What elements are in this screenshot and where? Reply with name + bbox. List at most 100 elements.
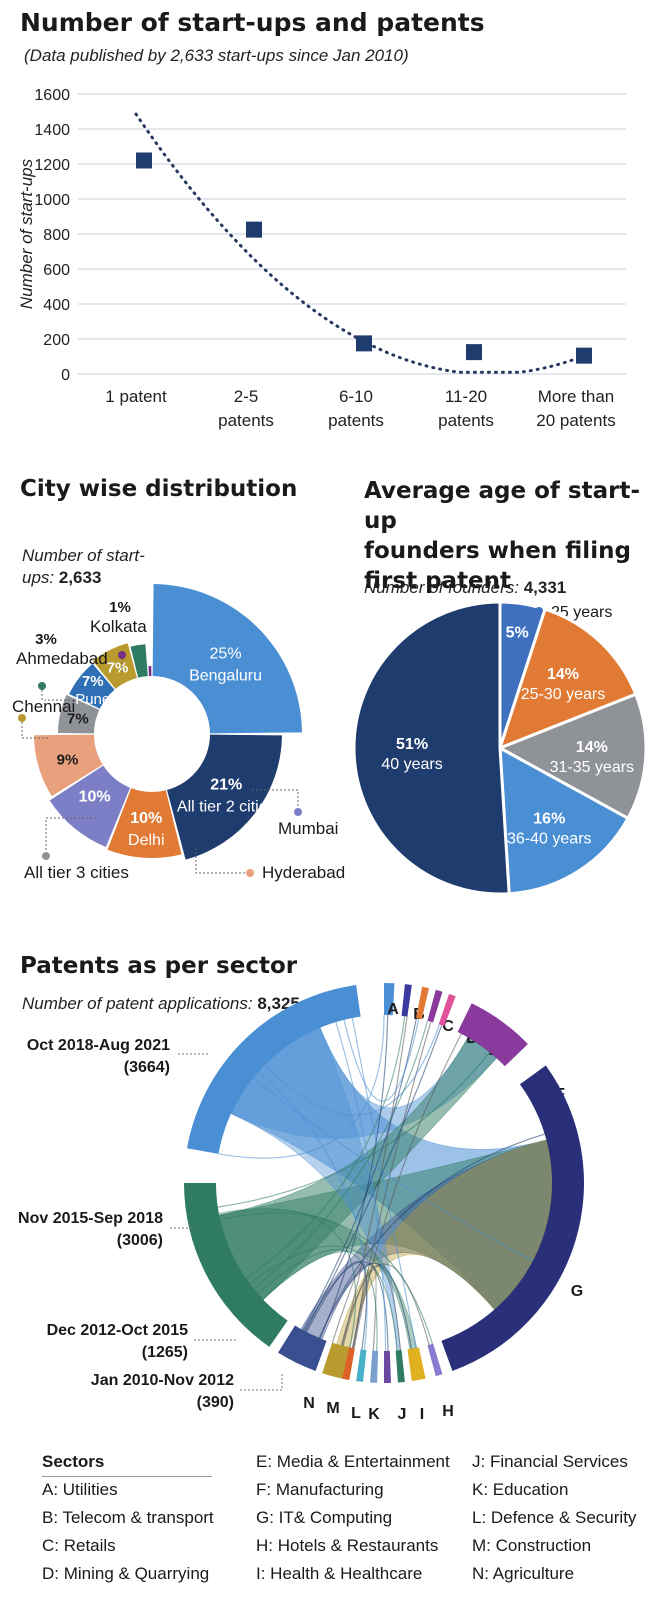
donut-slice [107,788,182,858]
chord-line [263,1024,440,1116]
slice-percent: 9% [57,752,79,769]
chord-note-label: Number of patent applications: [22,994,253,1013]
sector-letter: I [420,1406,424,1423]
slice-percent: 16% [533,811,565,828]
chord-line [257,1249,378,1351]
leader-line [195,848,250,874]
sector-letter: H [442,1403,454,1420]
slice-percent: 7% [107,659,129,676]
chord-line [321,1262,412,1349]
legend-item: M: Construction [472,1536,592,1555]
chord-line [343,1018,420,1102]
period-count: (3664) [124,1059,170,1076]
pie-note: Number of founders: 4,331 [364,578,566,598]
slice-percent: 7% [67,710,89,727]
legend-item: N: Agriculture [472,1564,575,1583]
data-point [576,347,592,364]
legend-item: L: Defence & Security [472,1508,637,1527]
x-tick-label: 1 patent [105,387,167,406]
leader-line [45,817,96,856]
chord-line [249,1245,398,1351]
sector-arc [384,1350,391,1383]
period-arc [278,1325,327,1371]
sector-arc [395,1350,405,1383]
sector-arc [407,1347,426,1382]
slice-percent: 14% [576,739,608,756]
leader-line [240,1374,283,1391]
x-tick-label: patents [438,411,494,430]
donut-slice [69,663,115,709]
chord-line [253,1020,429,1290]
slice-percent: 10% [79,788,111,805]
donut-slice [34,734,103,797]
slice-percent: 5% [506,624,529,641]
leader-dot [42,852,50,860]
x-tick-label: More than [538,387,615,406]
legend-item: A: Utilities [42,1480,118,1499]
chord-line [320,1015,389,1339]
donut-title: City wise distribution [20,476,298,502]
y-tick-label: 1400 [34,122,70,139]
legend-item: D: Mining & Quarrying [42,1564,210,1583]
slice-percent: 10% [130,810,162,827]
leader-line [252,789,299,812]
sector-letter: L [351,1405,361,1422]
slice-percent: 7% [82,673,104,690]
legend-item: F: Manufacturing [256,1480,384,1499]
slice-label: Mumbai [278,819,338,838]
y-tick-label: 400 [43,297,70,314]
period-arc [184,1183,288,1347]
slice-label: Kolkata [90,617,147,636]
period-count: (1265) [142,1344,188,1361]
sector-arc [416,986,429,1020]
chord-line [258,1070,368,1350]
data-point [466,344,482,361]
sector-letter: A [387,1001,399,1018]
slice-percent: 51% [396,736,428,753]
period-arc [187,984,361,1154]
y-axis-label: Number of start-ups [17,158,36,309]
sector-arc [438,993,456,1027]
donut-slice [148,666,152,677]
legend-item: H: Hotels & Restaurants [256,1536,439,1555]
donut-note: Number of start-ups: 2,633 [22,545,152,589]
chord-line [341,1016,408,1346]
pie-note-value: 4,331 [523,578,567,597]
slice-label: 40 years [381,756,442,773]
period-label: Dec 2012-Oct 2015 [47,1322,189,1339]
donut-slice [130,644,148,678]
slice-label: Chennai [12,697,75,716]
leader-line [41,686,70,701]
legend-item: C: Retails [42,1536,116,1555]
chord-line [304,1025,443,1332]
x-tick-label: patents [328,411,384,430]
chord-ribbon [230,1027,401,1351]
leader-dot [294,808,302,816]
period-label: Nov 2015-Sep 2018 [18,1210,163,1227]
y-tick-label: 1600 [34,87,70,104]
sector-arc [441,1065,584,1371]
pie-title-line-3: first patent [364,568,512,594]
sector-letter: K [368,1406,380,1423]
leader-line [21,718,48,739]
pie-slice [497,607,638,751]
y-tick-label: 0 [61,367,70,384]
slice-percent: 14% [547,666,579,683]
sector-arc [427,1343,443,1377]
slice-label: All tier 3 cities [24,863,129,882]
leader-dot [535,607,543,615]
chord-line [351,1017,417,1349]
y-tick-label: 800 [43,227,70,244]
chord-line [245,1016,406,1280]
chord-line [331,1263,366,1349]
pie-title-line-1: Average age of start-up [364,478,640,534]
slice-percent: 1% [109,599,131,616]
leader-dot [18,714,26,722]
sector-arc [356,1349,367,1382]
pie-slice [352,600,511,896]
pie-slice [498,745,630,896]
y-tick-label: 200 [43,332,70,349]
sector-letter: G [571,1283,583,1300]
